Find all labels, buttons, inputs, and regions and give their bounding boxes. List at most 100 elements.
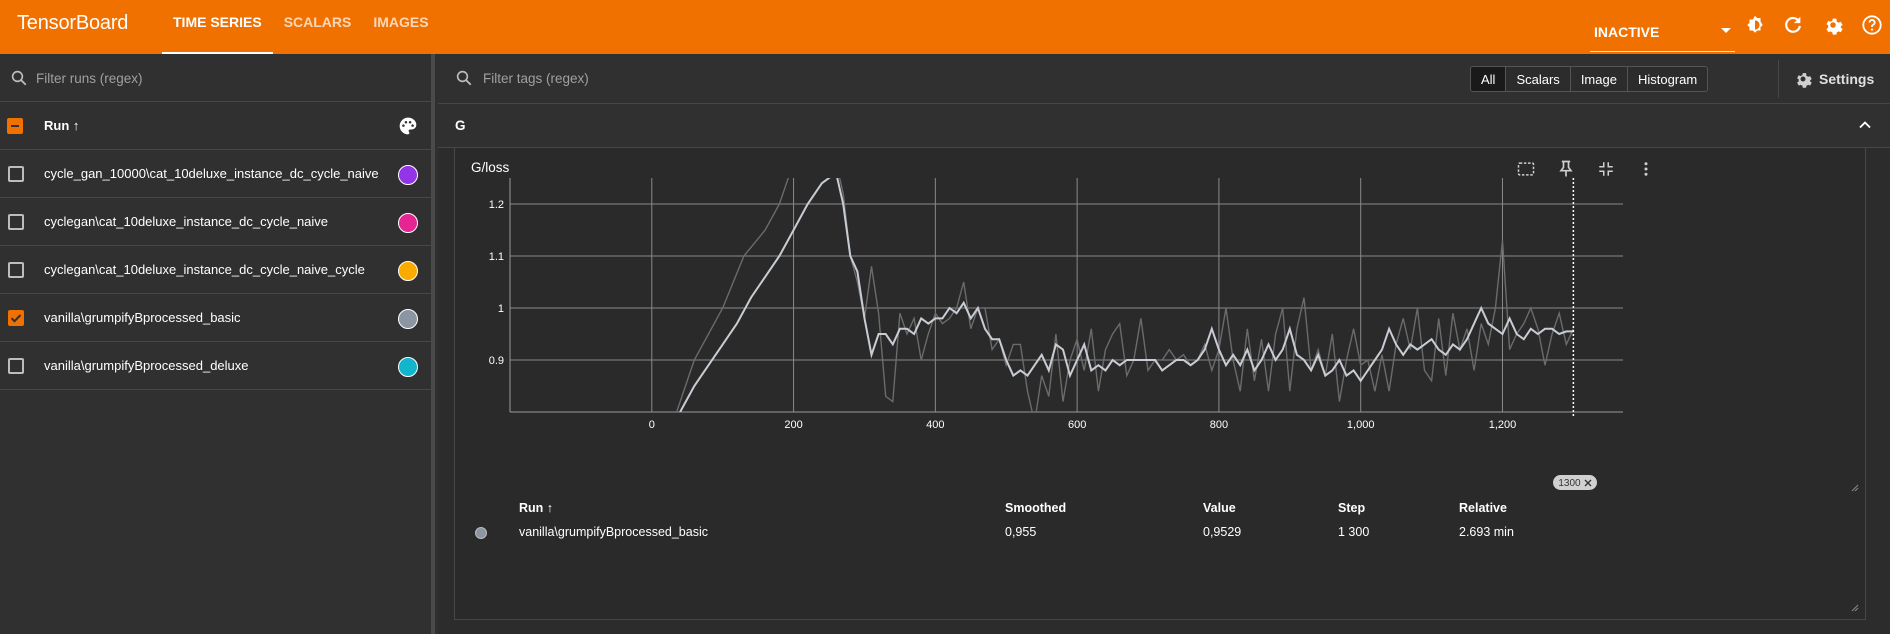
table-cell-relative: 2.693 min: [1459, 525, 1514, 539]
x-tick-label: 400: [926, 419, 944, 431]
raw-series-line: [675, 178, 1575, 412]
gear-icon: [1826, 18, 1843, 35]
table-cell-value: 0,9529: [1203, 525, 1242, 539]
run-label: vanilla\grumpifyBprocessed_deluxe: [44, 358, 249, 373]
run-label: vanilla\grumpifyBprocessed_basic: [44, 310, 241, 325]
settings-label: Settings: [1819, 71, 1875, 87]
search-icon: [455, 69, 473, 87]
run-color-swatch[interactable]: [398, 165, 418, 185]
table-header-run[interactable]: Run ↑: [519, 501, 554, 515]
step-badge-value: 1300: [1558, 477, 1581, 489]
table-cell-smoothed: 0,955: [1005, 525, 1037, 539]
main-content: Filter tags (regex) All Scalars Image Hi…: [438, 54, 1890, 634]
top-app-bar: TensorBoard TIME SERIES SCALARS IMAGES I…: [0, 0, 1890, 54]
toggle-image[interactable]: Image: [1570, 67, 1628, 91]
group-title: G: [455, 118, 466, 133]
plugin-type-toggle: All Scalars Image Histogram: [1470, 66, 1709, 92]
pin-icon: [1559, 160, 1573, 177]
step-selector-badge[interactable]: 1300: [1553, 475, 1597, 490]
card-title: G/loss: [471, 160, 510, 175]
run-row[interactable]: vanilla\grumpifyBprocessed_basic: [0, 294, 431, 342]
fit-screen-icon: [1517, 162, 1535, 176]
plugin-select[interactable]: INACTIVE: [1590, 9, 1735, 52]
reload-button[interactable]: [1779, 11, 1807, 39]
palette-icon[interactable]: [398, 116, 418, 141]
more-vert-icon: [1644, 162, 1648, 176]
tab-images[interactable]: IMAGES: [373, 14, 429, 30]
x-tick-label: 1,000: [1347, 419, 1375, 431]
chevron-down-icon: [1721, 28, 1731, 33]
y-tick-label: 1.1: [489, 251, 504, 263]
x-tick-label: 200: [784, 419, 802, 431]
run-row[interactable]: cyclegan\cat_10deluxe_instance_dc_cycle_…: [0, 246, 431, 294]
x-tick-label: 600: [1068, 419, 1086, 431]
runs-filter-input[interactable]: Filter runs (regex): [36, 71, 143, 86]
x-tick-label: 800: [1210, 419, 1228, 431]
run-color-dot: [475, 527, 487, 539]
help-icon: [1862, 15, 1882, 35]
refresh-icon: [1785, 16, 1801, 33]
run-checkbox[interactable]: [8, 310, 24, 326]
table-header-value: Value: [1203, 501, 1236, 515]
run-color-swatch[interactable]: [398, 357, 418, 377]
x-tick-label: 0: [649, 419, 655, 431]
table-cell-step: 1 300: [1338, 525, 1370, 539]
run-row[interactable]: cycle_gan_10000\cat_10deluxe_instance_dc…: [0, 150, 431, 198]
run-color-swatch[interactable]: [398, 261, 418, 281]
run-label: cycle_gan_10000\cat_10deluxe_instance_dc…: [44, 166, 379, 181]
run-checkbox[interactable]: [8, 358, 24, 374]
search-icon: [10, 69, 28, 87]
toggle-scalars[interactable]: Scalars: [1506, 67, 1571, 91]
run-checkbox[interactable]: [8, 214, 24, 230]
scalar-card: G/loss 0.9 1 1.1 1.2 0 200 400 600 800 1,000 1,200…: [454, 148, 1866, 620]
chevron-up-icon[interactable]: [1858, 118, 1872, 137]
pin-button[interactable]: [1553, 156, 1579, 182]
table-header-step: Step: [1338, 501, 1366, 515]
app-brand: TensorBoard: [17, 12, 129, 34]
table-header-relative: Relative: [1459, 501, 1507, 515]
toggle-all[interactable]: All: [1471, 67, 1507, 91]
select-all-checkbox[interactable]: [7, 118, 23, 134]
nav-tabs: TIME SERIES SCALARS IMAGES: [162, 0, 440, 54]
card-group-header[interactable]: G: [438, 104, 1890, 148]
y-tick-label: 1: [498, 303, 504, 315]
runs-filter[interactable]: Filter runs (regex): [0, 54, 431, 102]
run-color-swatch[interactable]: [398, 309, 418, 329]
fit-domain-button[interactable]: [1513, 156, 1539, 182]
gear-icon: [1797, 73, 1812, 88]
run-label: cyclegan\cat_10deluxe_instance_dc_cycle_…: [44, 262, 365, 277]
collapse-card-button[interactable]: [1593, 156, 1619, 182]
run-label: cyclegan\cat_10deluxe_instance_dc_cycle_…: [44, 214, 329, 229]
smoothed-series-line: [679, 178, 1574, 412]
tab-time-series[interactable]: TIME SERIES: [162, 0, 273, 54]
help-button[interactable]: [1858, 11, 1886, 39]
run-row[interactable]: vanilla\grumpifyBprocessed_deluxe: [0, 342, 431, 390]
loss-line-chart[interactable]: 0.9 1 1.1 1.2 0 200 400 600 800 1,000 1,200: [455, 148, 1865, 468]
close-icon[interactable]: [1584, 479, 1592, 487]
run-checkbox[interactable]: [8, 166, 24, 182]
resize-handle-icon[interactable]: [1851, 484, 1859, 492]
y-tick-label: 0.9: [489, 355, 504, 367]
runs-table-header: Run ↑: [0, 102, 431, 150]
table-cell-run: vanilla\grumpifyBprocessed_basic: [519, 525, 708, 539]
settings-panel-button[interactable]: Settings: [1778, 60, 1890, 98]
run-row[interactable]: cyclegan\cat_10deluxe_instance_dc_cycle_…: [0, 198, 431, 246]
x-tick-label: 1,200: [1489, 419, 1517, 431]
tab-scalars[interactable]: SCALARS: [283, 14, 352, 30]
fullscreen-exit-icon: [1599, 162, 1613, 176]
table-header-smoothed: Smoothed: [1005, 501, 1067, 515]
brightness-icon: [1747, 15, 1763, 33]
dark-mode-toggle-button[interactable]: [1741, 11, 1769, 39]
tag-toolbar: Filter tags (regex) All Scalars Image Hi…: [438, 54, 1890, 104]
y-tick-label: 1.2: [489, 199, 504, 211]
resize-handle-icon[interactable]: [1851, 604, 1859, 612]
plugin-select-value: INACTIVE: [1594, 24, 1660, 40]
runs-column-title[interactable]: Run ↑: [44, 118, 80, 133]
tags-filter-input[interactable]: Filter tags (regex): [483, 71, 589, 86]
more-options-button[interactable]: [1633, 156, 1659, 182]
toggle-histogram[interactable]: Histogram: [1627, 67, 1708, 91]
run-color-swatch[interactable]: [398, 213, 418, 233]
runs-panel: Filter runs (regex) Run ↑ cycle_gan_1000…: [0, 54, 435, 634]
settings-button[interactable]: [1819, 11, 1847, 39]
run-checkbox[interactable]: [8, 262, 24, 278]
